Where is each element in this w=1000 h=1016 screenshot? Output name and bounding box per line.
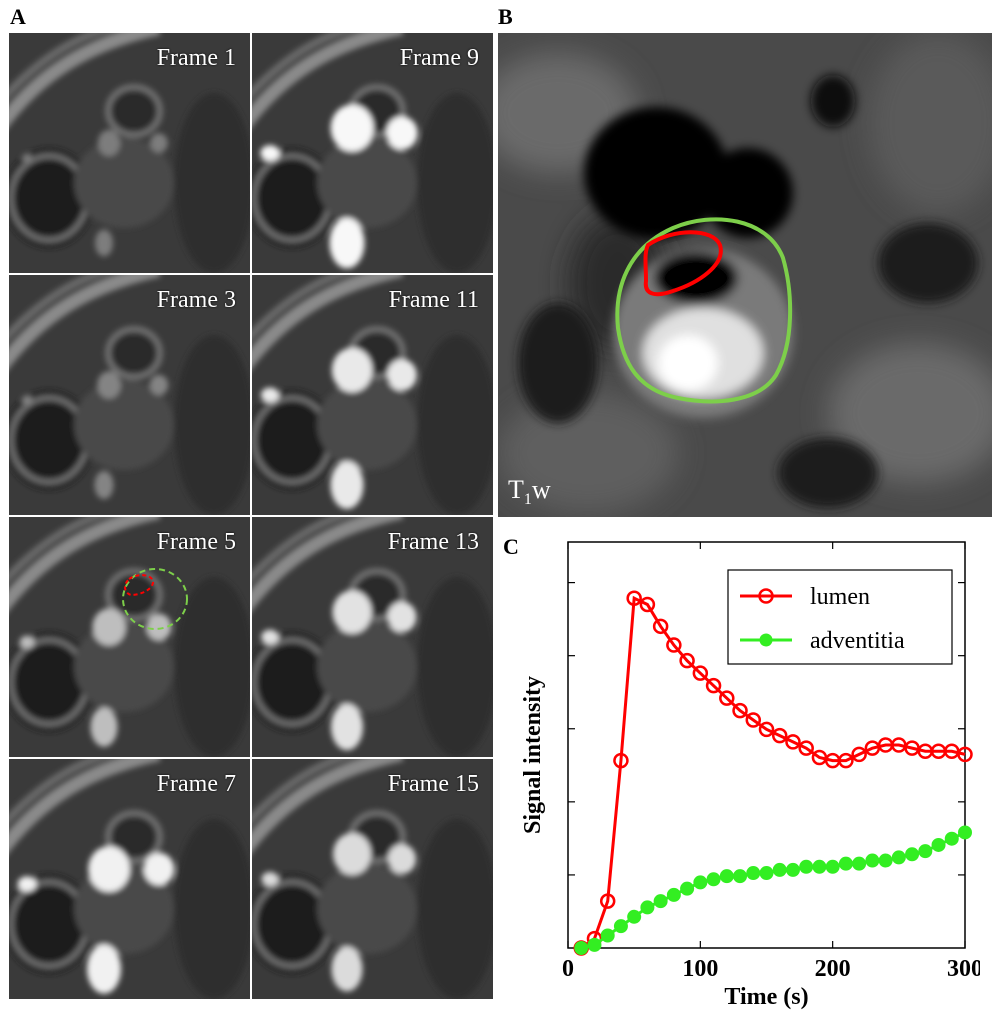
- mri-frame-image: [9, 275, 250, 515]
- legend-marker: [758, 588, 774, 604]
- frame-tile: Frame 11: [252, 275, 493, 515]
- data-point-lumen: [613, 752, 629, 769]
- x-tick-label: 100: [682, 956, 718, 982]
- frame-label: Frame 13: [387, 529, 479, 555]
- mri-frame-image: [252, 517, 493, 757]
- data-point-lumen: [666, 637, 682, 653]
- x-axis-label: Time (s): [724, 984, 808, 1010]
- data-point-lumen: [719, 690, 735, 706]
- data-point-lumen: [758, 721, 775, 738]
- data-point-lumen: [851, 746, 867, 763]
- data-point-adventitia: [759, 866, 774, 881]
- mri-frame-image: [252, 759, 493, 999]
- data-point-lumen: [785, 734, 801, 750]
- frame-label: Frame 11: [388, 287, 479, 313]
- frame-label: Frame 3: [156, 287, 236, 313]
- data-point-lumen: [639, 596, 656, 613]
- data-point-adventitia: [799, 859, 814, 874]
- mri-frame-image: [252, 275, 493, 515]
- data-point-adventitia: [812, 859, 827, 874]
- data-point-lumen: [626, 590, 642, 606]
- data-point-adventitia: [666, 887, 681, 902]
- y-axis-label: Signal intensity: [520, 676, 546, 834]
- frame-label: Frame 15: [387, 771, 479, 797]
- data-point-lumen: [732, 702, 748, 719]
- frame5-outer-contour: [122, 568, 188, 630]
- mri-frame-image: [9, 517, 250, 757]
- t1w-image-panel: T1w: [498, 33, 992, 517]
- frame-grid: Frame 1 Frame 9 Frame 3 Frame 11 Frame 5 Fram…: [9, 33, 495, 999]
- frame-tile: Frame 7: [9, 759, 250, 999]
- data-point-adventitia: [627, 909, 642, 924]
- mri-frame-image: [252, 33, 493, 273]
- frame-tile: Frame 15: [252, 759, 493, 999]
- frame-label: Frame 1: [156, 45, 236, 71]
- data-point-lumen: [798, 740, 814, 756]
- data-point-adventitia: [905, 847, 920, 862]
- panel-b-label: B: [498, 4, 513, 29]
- data-point-adventitia: [878, 853, 893, 868]
- data-point-adventitia: [958, 825, 972, 840]
- data-point-adventitia: [891, 850, 906, 865]
- panel-a-label: A: [10, 4, 26, 29]
- frame5-lumen-contour: [124, 574, 154, 597]
- frame-tile: Frame 3: [9, 275, 250, 515]
- data-point-adventitia: [772, 862, 787, 877]
- sequence-label: T1w: [508, 474, 551, 508]
- legend-label: lumen: [810, 584, 870, 610]
- data-point-lumen: [957, 746, 973, 763]
- t1w-outer-contour: [615, 217, 793, 404]
- data-point-adventitia: [733, 869, 748, 884]
- frame-label: Frame 9: [399, 45, 479, 71]
- data-point-lumen: [692, 665, 709, 681]
- signal-intensity-chart: 0 100 200 300 Time (s) Signal intensity lumen a…: [520, 541, 980, 1010]
- data-point-adventitia: [653, 894, 668, 909]
- data-point-adventitia: [574, 941, 589, 955]
- data-point-adventitia: [706, 872, 721, 887]
- data-point-lumen: [838, 752, 854, 769]
- data-point-adventitia: [931, 837, 946, 852]
- t1w-image: [498, 33, 992, 517]
- panel-c-label: C: [503, 534, 519, 559]
- frame-tile: Frame 5: [9, 517, 250, 757]
- data-point-lumen: [599, 893, 616, 909]
- data-point-lumen: [705, 677, 722, 694]
- data-point-adventitia: [746, 866, 761, 881]
- mri-frame-image: [9, 759, 250, 999]
- data-point-lumen: [679, 652, 695, 669]
- data-point-adventitia: [680, 881, 695, 896]
- data-point-adventitia: [852, 856, 867, 871]
- data-point-lumen: [652, 618, 669, 635]
- frame-label: Frame 7: [156, 771, 236, 797]
- x-tick-label: 200: [815, 956, 851, 982]
- data-point-lumen: [771, 727, 788, 744]
- data-point-adventitia: [613, 919, 628, 934]
- data-point-adventitia: [838, 856, 853, 871]
- legend-label: adventitia: [810, 628, 905, 654]
- x-tick-label: 300: [947, 956, 980, 982]
- data-point-adventitia: [865, 853, 880, 868]
- t1w-lumen-contour: [643, 230, 723, 297]
- data-point-adventitia: [825, 859, 840, 874]
- data-point-adventitia: [587, 937, 602, 952]
- data-point-adventitia: [719, 869, 734, 884]
- frame-tile: Frame 9: [252, 33, 493, 273]
- data-point-adventitia: [918, 844, 933, 859]
- data-point-adventitia: [944, 831, 959, 846]
- x-tick-label: 0: [562, 956, 574, 982]
- mri-frame-image: [9, 33, 250, 273]
- data-point-adventitia: [785, 862, 800, 877]
- frame-label: Frame 5: [156, 529, 236, 555]
- data-point-adventitia: [693, 875, 708, 890]
- data-point-lumen: [745, 712, 762, 728]
- legend-marker: [759, 633, 773, 647]
- frame-tile: Frame 13: [252, 517, 493, 757]
- data-point-adventitia: [600, 928, 615, 943]
- frame-tile: Frame 1: [9, 33, 250, 273]
- data-point-adventitia: [640, 900, 655, 915]
- legend: [727, 569, 953, 665]
